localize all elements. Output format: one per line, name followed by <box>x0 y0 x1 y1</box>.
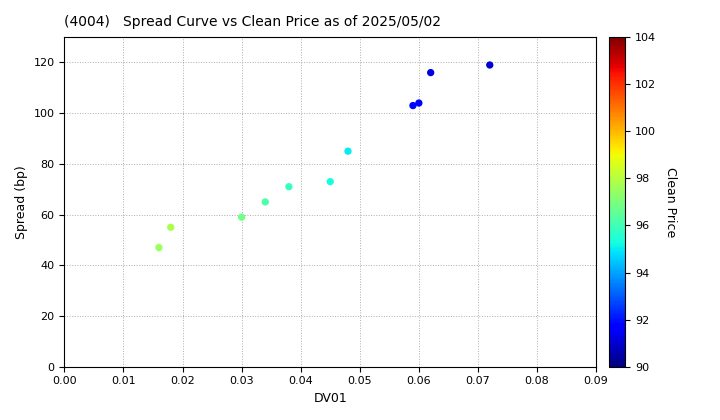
Point <box>413 100 425 106</box>
Text: (4004)   Spread Curve vs Clean Price as of 2025/05/02: (4004) Spread Curve vs Clean Price as of… <box>64 15 441 29</box>
X-axis label: DV01: DV01 <box>313 392 347 405</box>
Y-axis label: Spread (bp): Spread (bp) <box>15 165 28 239</box>
Point <box>236 214 248 220</box>
Point <box>283 184 294 190</box>
Point <box>325 178 336 185</box>
Point <box>165 224 176 231</box>
Point <box>408 102 419 109</box>
Point <box>425 69 436 76</box>
Y-axis label: Clean Price: Clean Price <box>664 167 677 237</box>
Point <box>153 244 165 251</box>
Point <box>484 62 495 68</box>
Point <box>342 148 354 155</box>
Point <box>259 199 271 205</box>
